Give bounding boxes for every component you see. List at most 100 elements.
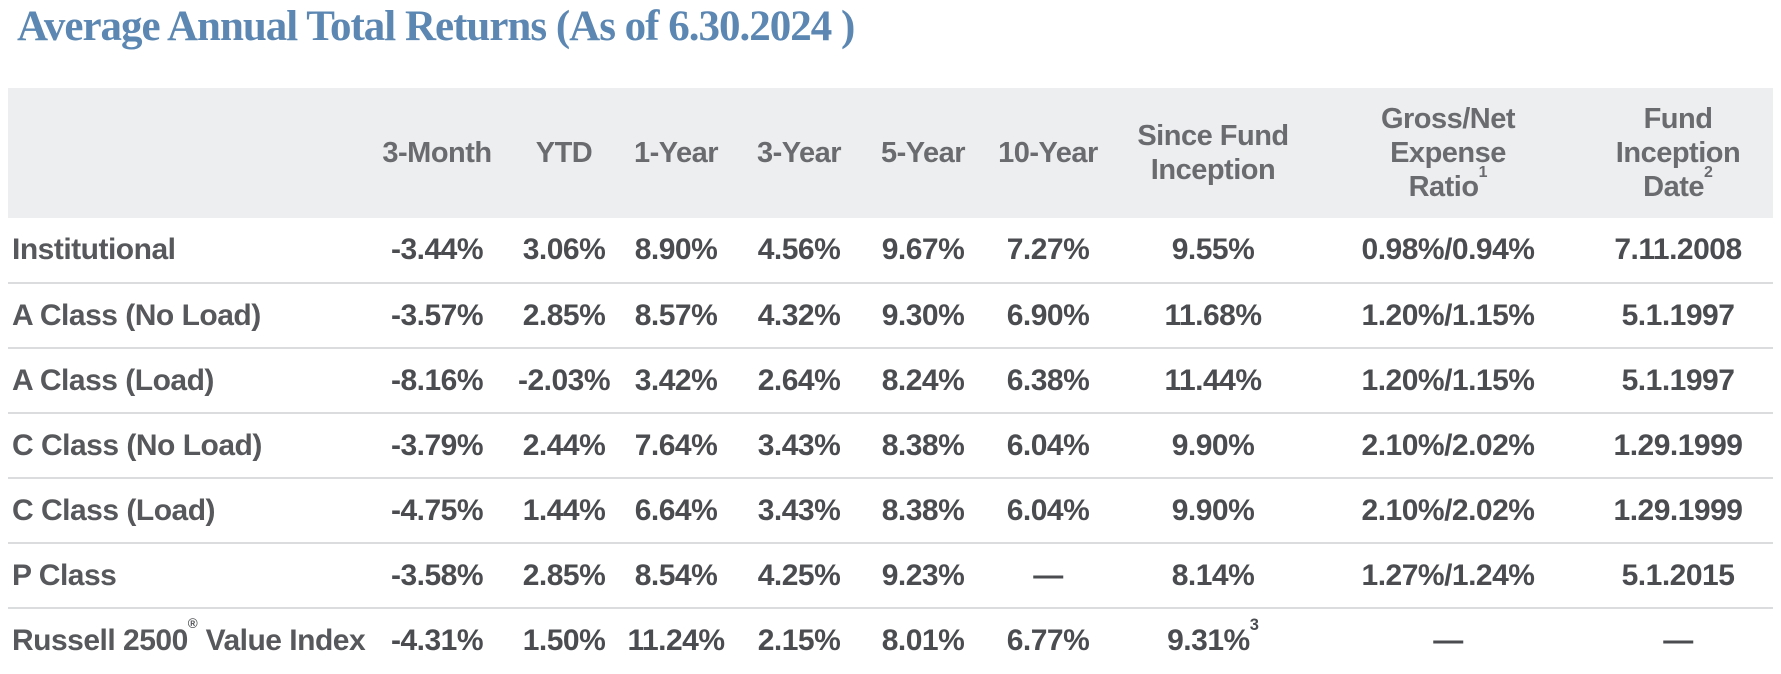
header-3-month: 3-Month xyxy=(363,88,511,218)
value-cell: 2.64% xyxy=(735,347,863,413)
header-ytd: YTD xyxy=(511,88,617,218)
value-cell: 9.55% xyxy=(1171,233,1255,266)
header-fund-inception-date-text: Fund Inception Date2 xyxy=(1607,102,1749,205)
value-cell: 6.77% xyxy=(983,607,1113,673)
value-cell: 4.32% xyxy=(735,282,863,348)
value-cell: 2.15% xyxy=(735,607,863,673)
value-cell: 3.06% xyxy=(522,233,606,266)
row-label: A Class (No Load) xyxy=(8,282,363,348)
table-row-c-class-no-load: C Class (No Load) -3.79% 2.44% 7.64% 3.4… xyxy=(8,412,1773,478)
value-cell: 7.27% xyxy=(1006,233,1090,266)
header-1-year: 1-Year xyxy=(617,88,735,218)
value-cell: 1.27%/1.24% xyxy=(1313,542,1583,608)
value-cell: 2.10%/2.02% xyxy=(1313,477,1583,543)
row-label: C Class (No Load) xyxy=(8,412,363,478)
value-cell: 8.24% xyxy=(863,347,983,413)
value-cell: 7.64% xyxy=(617,412,735,478)
row-label-text: Russell 2500 xyxy=(12,624,188,657)
value-cell: 7.11.2008 xyxy=(1614,233,1742,266)
row-label: Russell 2500® Value Index xyxy=(8,607,366,673)
table-row-a-class-load: A Class (Load) -8.16% -2.03% 3.42% 2.64%… xyxy=(8,347,1773,413)
row-label: A Class (Load) xyxy=(8,347,363,413)
table-row-institutional: Institutional -3.44% 3.06% 8.90% 4.56% 9… xyxy=(8,218,1773,283)
table-row-c-class-load: C Class (Load) -4.75% 1.44% 6.64% 3.43% … xyxy=(8,477,1773,543)
table-row-russell-2500-value-index: Russell 2500® Value Index -4.31% 1.50% 1… xyxy=(8,607,1773,673)
value-cell: -2.03% xyxy=(511,347,617,413)
header-10-year: 10-Year xyxy=(983,88,1113,218)
header-blank xyxy=(8,88,363,218)
average-annual-total-returns-table: 3-Month YTD 1-Year 3-Year 5-Year 10-Year… xyxy=(8,88,1773,673)
value-cell: 6.64% xyxy=(617,477,735,543)
table-row-p-class: P Class -3.58% 2.85% 8.54% 4.25% 9.23% —… xyxy=(8,542,1773,608)
value-cell: -3.57% xyxy=(363,282,511,348)
value-cell: 6.04% xyxy=(983,412,1113,478)
table-row-a-class-no-load: A Class (No Load) -3.57% 2.85% 8.57% 4.3… xyxy=(8,282,1773,348)
value-cell: 8.57% xyxy=(617,282,735,348)
value-cell: 8.38% xyxy=(863,477,983,543)
header-3-year: 3-Year xyxy=(735,88,863,218)
value-cell: 2.10%/2.02% xyxy=(1313,412,1583,478)
returns-table-container: 3-Month YTD 1-Year 3-Year 5-Year 10-Year… xyxy=(8,88,1773,673)
row-label: P Class xyxy=(8,542,363,608)
value-cell: — xyxy=(983,542,1113,608)
value-cell: -3.58% xyxy=(363,542,511,608)
value-cell: 11.68% xyxy=(1113,282,1313,348)
value-cell: 6.04% xyxy=(983,477,1113,543)
footnote-ref-3: 3 xyxy=(1249,615,1259,634)
value-cell: 8.01% xyxy=(863,607,983,673)
value-cell: 3.43% xyxy=(735,477,863,543)
value-cell: 8.38% xyxy=(863,412,983,478)
value-cell: -3.44% xyxy=(390,233,484,266)
value-cell: 4.56% xyxy=(757,233,841,266)
value-cell: 9.90% xyxy=(1113,412,1313,478)
header-label-text: Gross/Net Expense Ratio xyxy=(1380,102,1516,204)
value-cell: 3.43% xyxy=(735,412,863,478)
value-cell: — xyxy=(1583,607,1773,673)
value-cell: 2.44% xyxy=(511,412,617,478)
value-cell: 11.44% xyxy=(1113,347,1313,413)
value-cell: 5.1.1997 xyxy=(1583,282,1773,348)
value-cell: 6.38% xyxy=(983,347,1113,413)
header-5-year: 5-Year xyxy=(863,88,983,218)
footnote-ref-2: 2 xyxy=(1703,163,1713,181)
value-cell: 2.85% xyxy=(511,542,617,608)
value-cell: 5.1.2015 xyxy=(1583,542,1773,608)
value-cell: 1.20%/1.15% xyxy=(1313,282,1583,348)
value-cell: 9.23% xyxy=(863,542,983,608)
header-row: 3-Month YTD 1-Year 3-Year 5-Year 10-Year… xyxy=(8,88,1773,218)
registered-trademark-icon: ® xyxy=(187,615,198,631)
value-cell: 9.67% xyxy=(881,233,965,266)
footnote-ref-1: 1 xyxy=(1478,163,1488,181)
value-cell: 8.54% xyxy=(617,542,735,608)
value-cell: 1.44% xyxy=(511,477,617,543)
row-label: Institutional xyxy=(12,233,176,266)
value-cell: 9.30% xyxy=(863,282,983,348)
value-cell: 1.29.1999 xyxy=(1583,477,1773,543)
value-cell: 8.14% xyxy=(1113,542,1313,608)
header-gross-net-expense-ratio-text: Gross/Net Expense Ratio1 xyxy=(1368,102,1528,205)
value-cell: — xyxy=(1313,607,1583,673)
row-label: C Class (Load) xyxy=(8,477,363,543)
value-cell: 5.1.1997 xyxy=(1583,347,1773,413)
value-cell: 4.25% xyxy=(735,542,863,608)
page-title: Average Annual Total Returns (As of 6.30… xyxy=(17,3,855,50)
value-cell: -3.79% xyxy=(363,412,511,478)
header-label-text: Fund Inception Date xyxy=(1615,102,1741,204)
header-since-fund-inception-text: Since Fund Inception xyxy=(1137,119,1289,186)
value-cell: 2.85% xyxy=(511,282,617,348)
value-cell: 9.31%3 xyxy=(1113,607,1313,673)
header-gross-net-expense-ratio: Gross/Net Expense Ratio1 xyxy=(1313,88,1583,218)
value-text: 9.31% xyxy=(1167,624,1250,657)
value-cell: 3.42% xyxy=(617,347,735,413)
value-cell: 0.98%/0.94% xyxy=(1361,233,1535,266)
value-cell: -8.16% xyxy=(363,347,511,413)
value-cell: 1.20%/1.15% xyxy=(1313,347,1583,413)
value-cell: 1.29.1999 xyxy=(1583,412,1773,478)
value-cell: -4.75% xyxy=(363,477,511,543)
row-label-suffix: Value Index xyxy=(197,624,366,657)
value-cell: 6.90% xyxy=(983,282,1113,348)
value-cell: -4.31% xyxy=(363,607,511,673)
value-cell: 9.90% xyxy=(1113,477,1313,543)
header-since-fund-inception: Since Fund Inception xyxy=(1113,88,1313,218)
value-cell: 8.90% xyxy=(634,233,718,266)
